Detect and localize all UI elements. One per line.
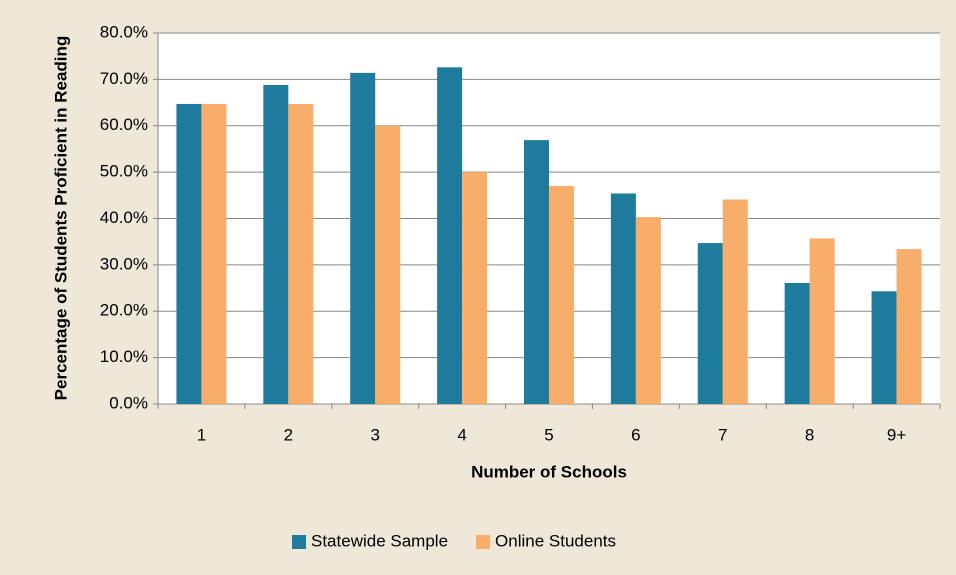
bar bbox=[610, 193, 636, 404]
x-tick-label: 2 bbox=[284, 425, 293, 444]
y-tick-label: 50.0% bbox=[100, 162, 148, 181]
bar bbox=[722, 199, 748, 404]
x-tick-label: 7 bbox=[718, 425, 727, 444]
legend-label: Statewide Sample bbox=[311, 531, 448, 550]
y-tick-label: 20.0% bbox=[100, 301, 148, 320]
bar bbox=[871, 291, 897, 404]
legend-swatch bbox=[476, 535, 491, 549]
bar bbox=[263, 84, 289, 404]
bar bbox=[896, 249, 922, 404]
bar bbox=[809, 238, 835, 404]
x-tick-label: 5 bbox=[544, 425, 553, 444]
legend-swatch bbox=[292, 535, 306, 549]
bar bbox=[176, 103, 202, 405]
bar bbox=[375, 125, 401, 404]
x-tick-label: 3 bbox=[370, 425, 379, 444]
bar bbox=[697, 243, 723, 404]
bar bbox=[635, 217, 661, 404]
x-tick-label: 6 bbox=[631, 425, 640, 444]
x-tick-label: 4 bbox=[457, 425, 466, 444]
bar bbox=[201, 103, 227, 405]
y-tick-label: 80.0% bbox=[100, 22, 148, 41]
bar bbox=[288, 103, 314, 405]
x-tick-label: 1 bbox=[197, 425, 206, 444]
bar bbox=[524, 140, 549, 404]
bar bbox=[549, 186, 574, 404]
y-tick-label: 70.0% bbox=[100, 69, 148, 88]
bar bbox=[437, 67, 463, 404]
x-axis-title: Number of Schools bbox=[471, 462, 627, 481]
y-axis-title: Percentage of Students Proficient in Rea… bbox=[51, 36, 70, 401]
y-tick-label: 0.0% bbox=[109, 393, 148, 412]
legend-label: Online Students bbox=[495, 531, 616, 550]
y-tick-label: 10.0% bbox=[100, 347, 148, 366]
y-tick-label: 60.0% bbox=[100, 115, 148, 134]
bar bbox=[350, 72, 376, 404]
bar bbox=[462, 172, 488, 404]
x-tick-label: 8 bbox=[805, 425, 814, 444]
y-tick-label: 30.0% bbox=[100, 254, 148, 273]
bar bbox=[784, 282, 810, 404]
y-tick-label: 40.0% bbox=[100, 208, 148, 227]
x-tick-label: 9+ bbox=[887, 425, 906, 444]
